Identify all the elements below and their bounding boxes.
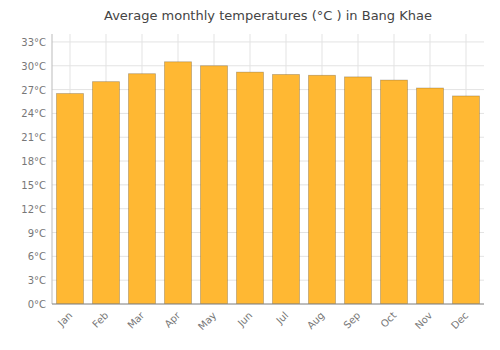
chart: Average monthly temperatures (°C ) in Ba… (0, 0, 500, 350)
bars (57, 62, 480, 304)
y-tick-label: 3°C (28, 275, 46, 286)
bar (129, 74, 156, 304)
x-tick-label: Nov (413, 310, 435, 332)
y-grid-line (52, 41, 484, 42)
x-tick-label: Dec (449, 310, 470, 331)
bar (309, 75, 336, 304)
y-tick-label: 12°C (21, 204, 46, 215)
bar (57, 94, 84, 304)
y-grid-line (52, 304, 484, 305)
bar (273, 75, 300, 305)
x-tick-label: May (196, 310, 218, 332)
y-tick-label: 33°C (21, 37, 46, 48)
bar (345, 77, 372, 304)
bar (201, 66, 228, 304)
bar (165, 62, 192, 304)
y-tick-label: 9°C (28, 228, 46, 239)
x-tick-label: Aug (305, 310, 327, 332)
y-tick-label: 21°C (21, 132, 46, 143)
y-tick-label: 6°C (28, 251, 46, 262)
x-tick-label: Mar (125, 309, 147, 331)
grid (52, 34, 484, 304)
bar (381, 80, 408, 304)
x-tick-label: Jun (235, 310, 255, 330)
x-tick-label: Sep (341, 310, 362, 331)
y-tick-label: 15°C (21, 180, 46, 191)
y-axis-line (52, 34, 53, 304)
chart-container: Average monthly temperatures (°C ) in Ba… (0, 0, 500, 350)
x-tick-label: Jan (55, 310, 74, 329)
x-axis-line (52, 304, 484, 305)
title: Average monthly temperatures (°C ) in Ba… (104, 8, 432, 23)
axes: 0°C 3°C 6°C 9°C 12°C 15°C 18°C 21°C 24°C 27°C 30°C… (21, 37, 470, 332)
y-tick-label: 18°C (21, 156, 46, 167)
y-grid-line (52, 65, 484, 66)
x-tick-label: Jul (273, 310, 290, 327)
bar (237, 72, 264, 304)
y-tick-label: 27°C (21, 85, 46, 96)
y-tick-label: 0°C (28, 299, 46, 310)
y-tick-label: 30°C (21, 61, 46, 72)
x-tick-label: Oct (378, 310, 398, 330)
x-tick-label: Feb (90, 310, 110, 330)
bar (93, 82, 120, 304)
bar (453, 96, 480, 304)
y-tick-label: 24°C (21, 108, 46, 119)
bar (417, 88, 444, 304)
x-tick-label: Apr (162, 309, 183, 330)
